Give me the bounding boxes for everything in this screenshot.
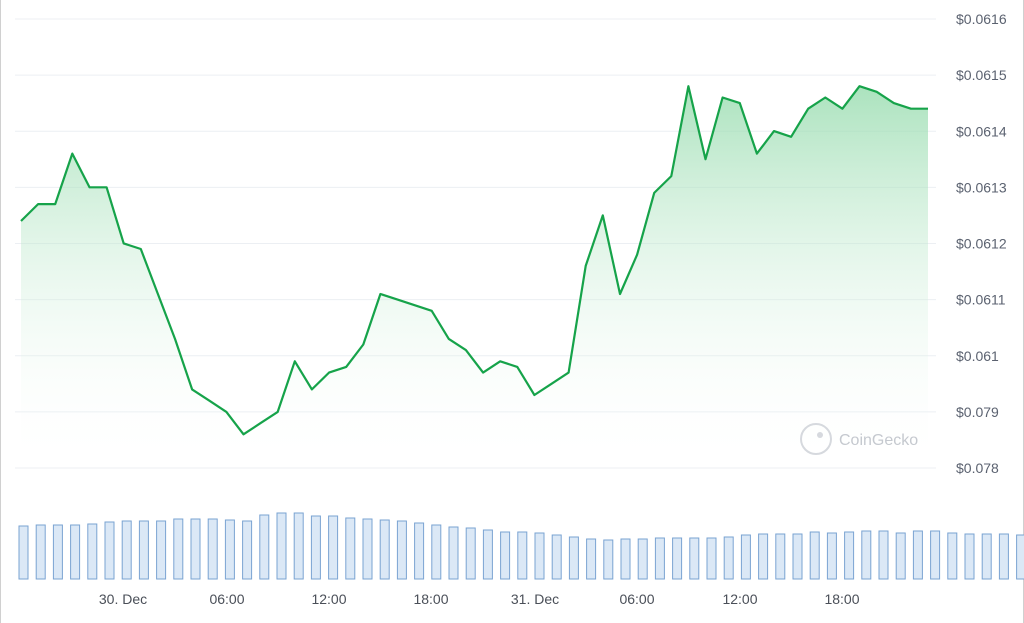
y-tick-label: $0.0612 (956, 236, 1007, 252)
x-tick-label: 18:00 (824, 591, 859, 607)
y-tick-label: $0.0616 (956, 11, 1007, 27)
x-tick-label: 30. Dec (99, 591, 147, 607)
volume-bar (52, 524, 63, 580)
volume-bar (930, 530, 941, 580)
y-axis: $0.0616 $0.0615 $0.0614 $0.0613 $0.0612 $0.06… (956, 11, 1007, 476)
volume-bar (18, 525, 29, 580)
volume-bar (190, 518, 201, 580)
x-axis: 30. Dec 06:00 12:00 18:00 31. Dec 06:00 12:00 1… (99, 591, 860, 607)
price-area-fill (21, 86, 928, 468)
volume-bar (689, 537, 700, 580)
volume-bar (826, 532, 837, 580)
volume-bar (276, 512, 287, 580)
volume-bar (156, 520, 167, 580)
price-series-line (20, 85, 928, 436)
volume-bar (912, 530, 923, 580)
volume-bar (895, 532, 906, 580)
volume-bar (706, 537, 717, 580)
volume-bar (121, 520, 132, 580)
volume-bar (878, 530, 889, 580)
volume-bar (981, 533, 992, 580)
volume-bar (568, 536, 579, 580)
coingecko-watermark: CoinGecko (800, 423, 918, 455)
x-tick-label: 06:00 (209, 591, 244, 607)
volume-bar (758, 533, 769, 580)
volume-bar (482, 529, 493, 580)
volume-bar (861, 530, 872, 580)
volume-bar (293, 512, 304, 580)
volume-bar (672, 537, 683, 580)
volume-bar (104, 521, 115, 580)
volume-bar (723, 536, 734, 580)
x-tick-label: 12:00 (722, 591, 757, 607)
x-tick-label: 18:00 (413, 591, 448, 607)
gecko-eye-icon (817, 432, 823, 438)
volume-bar (603, 539, 614, 580)
volume-bar (740, 534, 751, 580)
volume-bar (998, 533, 1009, 580)
volume-bar (138, 520, 149, 580)
volume-bar (964, 533, 975, 580)
volume-bar (207, 518, 218, 580)
volume-bar (465, 527, 476, 580)
volume-bar (551, 534, 562, 580)
volume-bar (448, 526, 459, 580)
volume-bar (517, 531, 528, 580)
gecko-logo-icon (800, 423, 832, 455)
y-tick-label: $0.0614 (956, 123, 1007, 139)
volume-bar (586, 538, 597, 580)
volume-bar (396, 520, 407, 580)
volume-bar (809, 531, 820, 580)
volume-bar (224, 519, 235, 580)
y-tick-label: $0.0615 (956, 67, 1007, 83)
watermark-text: CoinGecko (839, 432, 918, 449)
x-tick-label: 31. Dec (511, 591, 559, 607)
volume-bar (345, 517, 356, 580)
volume-bar (414, 522, 425, 580)
price-line (20, 85, 929, 436)
y-tick-label: $0.078 (956, 460, 999, 476)
x-tick-label: 12:00 (311, 591, 346, 607)
y-tick-label: $0.079 (956, 404, 999, 420)
volume-bar (379, 519, 390, 580)
volume-bar (500, 531, 511, 580)
volume-bar (173, 518, 184, 580)
volume-bar (431, 524, 442, 580)
price-area (21, 86, 928, 468)
volume-bar (947, 532, 958, 580)
volume-bar (792, 533, 803, 580)
volume-bar (35, 524, 46, 580)
volume-bar (70, 524, 81, 580)
volume-bar (259, 514, 270, 580)
y-tick-label: $0.0611 (956, 292, 1006, 308)
volume-bar (1016, 534, 1024, 580)
volume-bar (328, 515, 339, 580)
volume-bar (844, 531, 855, 580)
volume-bar (775, 533, 786, 580)
volume-bar (362, 518, 373, 580)
volume-bar (310, 515, 321, 580)
volume-bars (18, 512, 1024, 580)
volume-bar (654, 537, 665, 580)
volume-bar (637, 538, 648, 580)
volume-bar (87, 523, 98, 580)
x-tick-label: 06:00 (619, 591, 654, 607)
y-tick-label: $0.0613 (956, 179, 1007, 195)
volume-bar (620, 538, 631, 580)
volume-bar (242, 520, 253, 580)
y-tick-label: $0.061 (956, 348, 999, 364)
volume-bar (534, 532, 545, 580)
